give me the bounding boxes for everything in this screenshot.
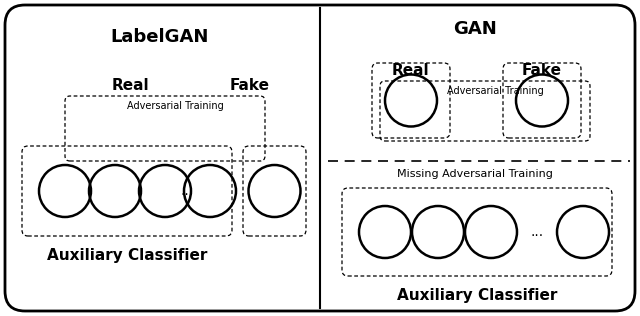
Text: LabelGAN: LabelGAN — [111, 28, 209, 46]
Text: Real: Real — [111, 78, 149, 93]
Text: Adversarial Training: Adversarial Training — [127, 101, 223, 111]
Text: Real: Real — [391, 63, 429, 78]
Text: ...: ... — [531, 225, 543, 239]
Text: Missing Adversarial Training: Missing Adversarial Training — [397, 169, 553, 179]
Text: ...: ... — [181, 184, 194, 198]
Text: Adversarial Training: Adversarial Training — [447, 86, 543, 96]
Text: Fake: Fake — [522, 63, 562, 78]
Text: Fake: Fake — [230, 78, 270, 93]
Text: Auxiliary Classifier: Auxiliary Classifier — [397, 288, 557, 303]
Text: Auxiliary Classifier: Auxiliary Classifier — [47, 248, 207, 263]
Text: GAN: GAN — [453, 20, 497, 38]
